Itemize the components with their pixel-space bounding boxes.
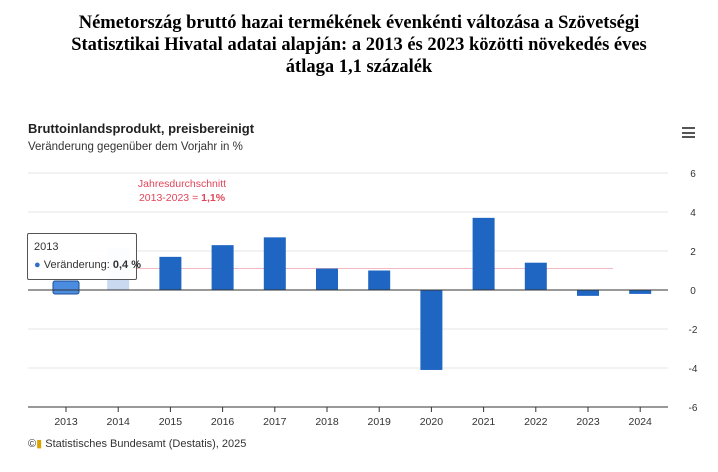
x-tick-label: 2022 bbox=[524, 416, 548, 428]
y-tick-label: 6 bbox=[690, 169, 696, 180]
title-line: Statisztikai Hivatal adatai alapján: a 2… bbox=[71, 35, 647, 55]
bar-2019 bbox=[368, 270, 391, 290]
bar-2017 bbox=[263, 237, 286, 290]
x-tick-label: 2014 bbox=[107, 416, 131, 428]
x-tick-label: 2024 bbox=[629, 416, 653, 428]
x-tick-label: 2019 bbox=[368, 416, 392, 428]
x-tick-label: 2017 bbox=[263, 416, 287, 428]
x-tick-label: 2020 bbox=[420, 416, 444, 428]
bar-2018 bbox=[316, 268, 338, 290]
bar-2023 bbox=[577, 290, 599, 296]
tooltip-year: 2013 bbox=[34, 241, 59, 253]
bar-2024 bbox=[629, 290, 652, 294]
x-tick-label: 2018 bbox=[315, 416, 339, 428]
x-tick-label: 2021 bbox=[472, 416, 496, 428]
chart-title: Bruttoinlandsprodukt, preisbereinigt bbox=[28, 121, 255, 136]
y-tick-label: -2 bbox=[689, 325, 698, 336]
bar-2021 bbox=[472, 217, 495, 290]
chart-subtitle: Veränderung gegenüber dem Vorjahr in % bbox=[28, 141, 243, 153]
tooltip-label: Veränderung: bbox=[43, 259, 110, 271]
y-tick-label: 0 bbox=[690, 286, 696, 297]
y-tick-label: 2 bbox=[690, 247, 696, 258]
x-tick-label: 2016 bbox=[211, 416, 235, 428]
bar-2020 bbox=[420, 290, 443, 370]
x-tick-label: 2013 bbox=[54, 416, 78, 428]
average-value-label: 2013-2023 = 1,1% bbox=[139, 192, 226, 204]
title-line: átlaga 1,1 százalék bbox=[285, 57, 433, 77]
hamburger-menu-icon[interactable] bbox=[682, 127, 695, 138]
source-credit: ©▮ Statistisches Bundesamt (Destatis), 2… bbox=[28, 437, 246, 450]
average-label: Jahresdurchschnitt bbox=[138, 178, 226, 190]
source-text: Statistisches Bundesamt (Destatis), 2025 bbox=[45, 438, 247, 450]
bar-2022 bbox=[524, 262, 547, 290]
destatis-logo-icon: ▮ bbox=[36, 438, 43, 450]
bar-2013 bbox=[52, 280, 80, 295]
x-tick-label: 2023 bbox=[576, 416, 600, 428]
tooltip: 2013 ● Veränderung: 0,4 % bbox=[27, 233, 141, 280]
page-title: Németország bruttó hazai termékének éven… bbox=[0, 12, 718, 78]
tooltip-value: 0,4 % bbox=[112, 259, 141, 271]
series-dot-icon: ● bbox=[34, 259, 41, 271]
copyright-icon: © bbox=[28, 438, 37, 450]
y-tick-label: 4 bbox=[690, 208, 696, 219]
bar-2016 bbox=[211, 245, 234, 290]
y-tick-label: -4 bbox=[689, 364, 698, 375]
y-tick-label: -6 bbox=[689, 403, 698, 414]
title-line: Németország bruttó hazai termékének éven… bbox=[78, 13, 640, 33]
bar-2015 bbox=[159, 256, 182, 290]
x-tick-label: 2015 bbox=[159, 416, 183, 428]
